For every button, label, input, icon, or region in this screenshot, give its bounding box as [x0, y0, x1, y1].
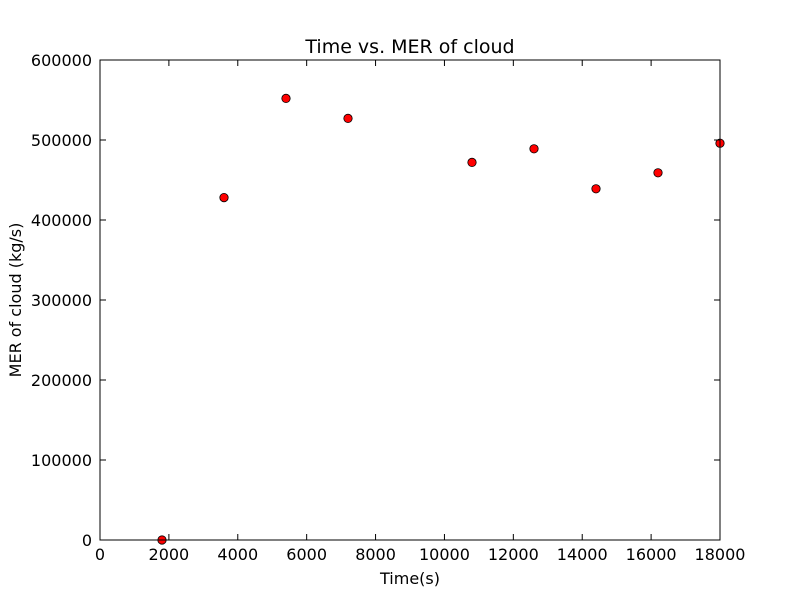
x-axis-label: Time(s) — [379, 569, 440, 588]
x-tick-label: 2000 — [149, 545, 190, 564]
data-point — [281, 93, 291, 104]
x-tick-label: 0 — [95, 545, 105, 564]
x-tick-label: 12000 — [488, 545, 539, 564]
data-point — [591, 184, 601, 194]
chart-title: Time vs. MER of cloud — [304, 36, 514, 58]
data-point — [219, 193, 229, 203]
y-tick-label: 200000 — [31, 371, 92, 390]
x-tick-label: 4000 — [217, 545, 258, 564]
x-axis: 0 2000 4000 6000 8000 10000 12000 14000 16000 180… — [95, 60, 746, 564]
x-tick-label: 6000 — [286, 545, 327, 564]
y-tick-label: 400000 — [31, 211, 92, 230]
data-point — [343, 113, 353, 124]
data-points — [157, 93, 725, 545]
data-point — [653, 168, 663, 178]
x-tick-label: 10000 — [419, 545, 470, 564]
data-point — [529, 144, 539, 154]
data-point — [467, 157, 477, 167]
y-tick-label: 300000 — [31, 291, 92, 310]
y-tick-label: 500000 — [31, 131, 92, 150]
y-axis: 0 100000 200000 300000 400000 500000 600000 — [31, 51, 720, 550]
y-tick-label: 100000 — [31, 451, 92, 470]
plot-frame — [99, 59, 721, 541]
x-tick-label: 8000 — [355, 545, 396, 564]
x-tick-label: 18000 — [695, 545, 746, 564]
y-tick-label: 600000 — [31, 51, 92, 70]
y-axis-label: MER of cloud (kg/s) — [6, 223, 25, 378]
y-tick-label: 0 — [82, 531, 92, 550]
x-tick-label: 16000 — [626, 545, 677, 564]
x-tick-label: 14000 — [557, 545, 608, 564]
